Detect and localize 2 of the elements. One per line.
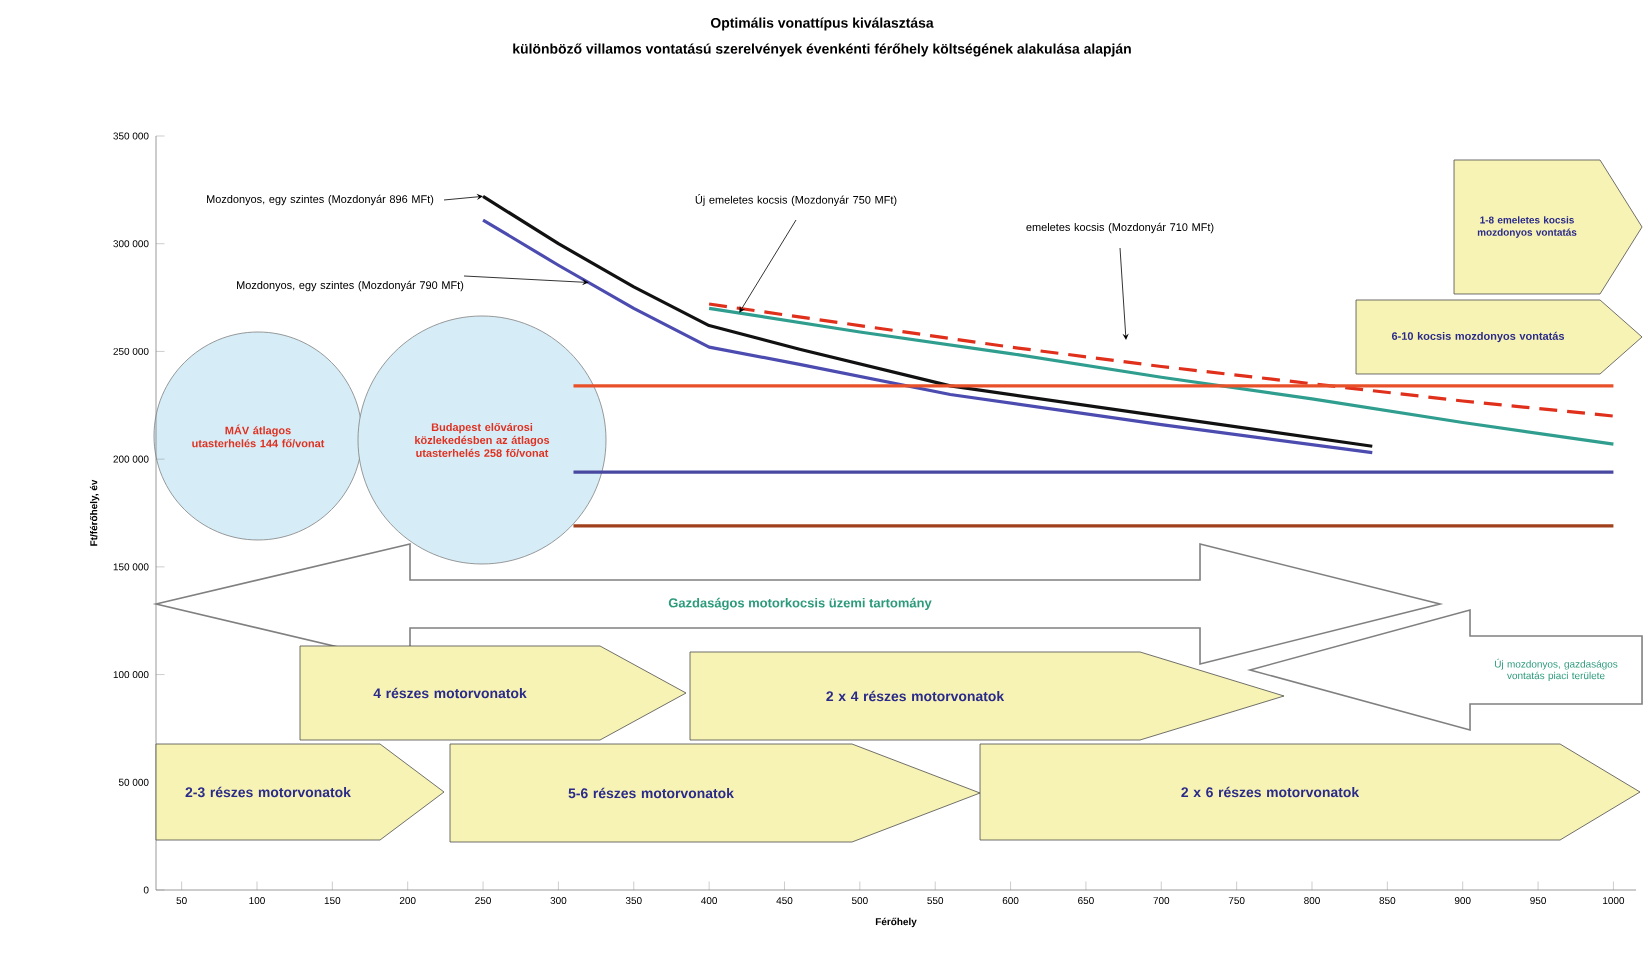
line-series xyxy=(707,302,1616,418)
line-series xyxy=(707,306,1616,446)
